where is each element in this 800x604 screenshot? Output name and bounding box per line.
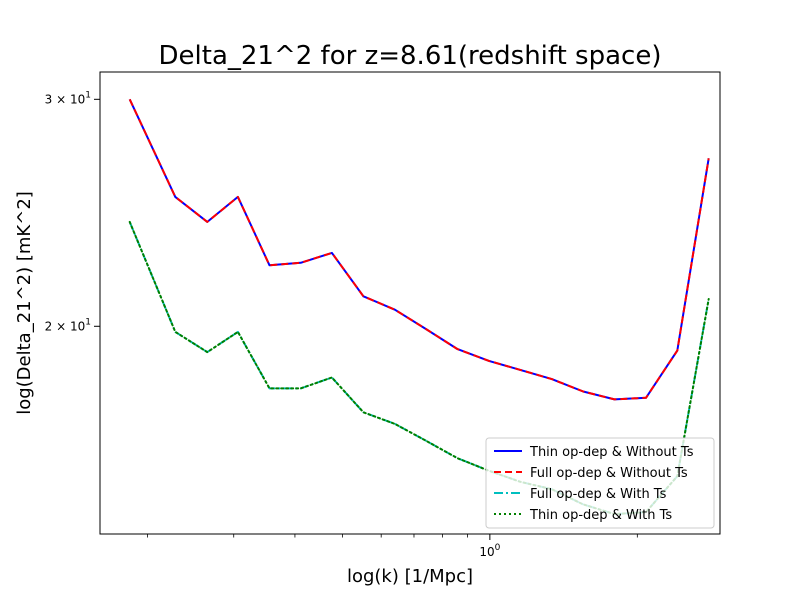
plot-area: 100 2 × 101 3 × 101	[45, 71, 721, 559]
axes-frame	[99, 71, 721, 535]
chart-title: Delta_21^2 for z=8.61(redshift space)	[159, 41, 662, 71]
legend-label-4: Thin op-dep & With Ts	[529, 508, 672, 523]
y-axis-label: log(Delta_21^2) [mK^2]	[14, 191, 35, 415]
legend-box	[485, 437, 715, 529]
legend-label-3: Full op-dep & With Ts	[530, 487, 667, 502]
y-tick-label: 2 × 101	[45, 317, 91, 333]
series-line-1	[128, 98, 710, 401]
series-line-2	[128, 98, 710, 401]
y-tick-label: 3 × 101	[45, 90, 91, 106]
x-axis-label: log(k) [1/Mpc]	[347, 566, 473, 587]
legend-label-1: Thin op-dep & Without Ts	[529, 445, 694, 460]
legend: Thin op-dep & Without Ts Full op-dep & Wi…	[485, 437, 715, 529]
legend-label-2: Full op-dep & Without Ts	[530, 466, 688, 481]
x-tick-label: 100	[479, 543, 500, 559]
